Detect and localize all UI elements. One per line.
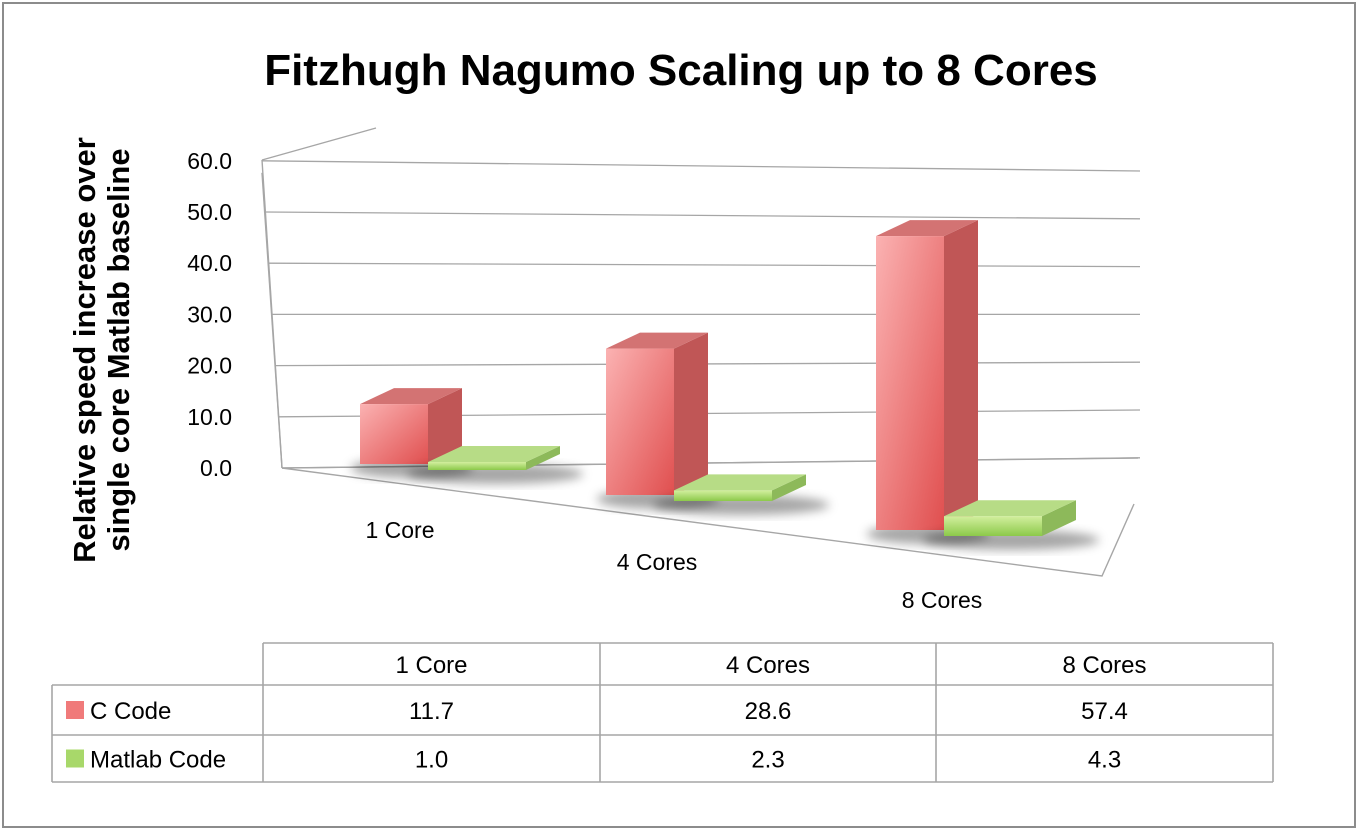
plot-area: 0.0 10.0 20.0 30.0 40.0 50.0 60.0 1 Core 4 Core… xyxy=(187,127,1141,613)
table-value-cell: 28.6 xyxy=(745,698,792,725)
y-tick-label: 20.0 xyxy=(187,353,232,379)
legend-label: Matlab Code xyxy=(90,747,226,774)
y-axis-line xyxy=(261,159,283,469)
table-value-cell: 2.3 xyxy=(751,747,784,774)
table-value-cell: 1.0 xyxy=(415,747,448,774)
table-header-cell: 8 Cores xyxy=(1062,652,1146,679)
legend-key xyxy=(66,701,84,719)
legend-key xyxy=(66,749,84,768)
y-tick-label: 50.0 xyxy=(187,199,232,225)
bar-matlab-code xyxy=(652,474,830,515)
table-header-cell: 4 Cores xyxy=(726,652,810,679)
bars xyxy=(350,220,1100,550)
y-tick-label: 40.0 xyxy=(187,250,232,276)
y-tick-label: 0.0 xyxy=(200,455,232,481)
floor-edge xyxy=(281,467,1135,577)
chart-title: Fitzhugh Nagumo Scaling up to 8 Cores xyxy=(264,46,1098,95)
bar-c-code xyxy=(596,332,720,509)
table-value-cell: 11.7 xyxy=(409,698,454,725)
table-header-cell: 1 Core xyxy=(395,652,467,679)
x-category-label: 8 Cores xyxy=(902,587,983,613)
gridline xyxy=(264,211,1141,220)
x-category-label: 4 Cores xyxy=(617,549,698,575)
y-axis-ticks: 0.0 10.0 20.0 30.0 40.0 50.0 60.0 xyxy=(187,148,232,481)
table-value-cell: 57.4 xyxy=(1081,698,1128,725)
bar-c-code xyxy=(866,220,990,544)
x-category-label: 1 Core xyxy=(365,517,434,543)
table-value-cell: 4.3 xyxy=(1088,747,1121,774)
bar-matlab-code xyxy=(406,446,584,484)
data-table-cells: 1 Core 4 Cores 8 Cores C Code 11.7 28.6 57.4 Ma… xyxy=(66,652,1147,774)
gridline xyxy=(268,262,1141,268)
bar-matlab-code xyxy=(922,500,1100,550)
y-tick-label: 30.0 xyxy=(187,301,232,327)
x-axis-categories: 1 Core 4 Cores 8 Cores xyxy=(365,517,982,613)
legend-label: C Code xyxy=(90,698,171,725)
data-table-grid xyxy=(51,642,1274,783)
y-tick-label: 10.0 xyxy=(187,404,232,430)
y-tick-label: 60.0 xyxy=(187,148,232,174)
gridline-top xyxy=(261,127,377,161)
gridline xyxy=(261,160,1141,172)
